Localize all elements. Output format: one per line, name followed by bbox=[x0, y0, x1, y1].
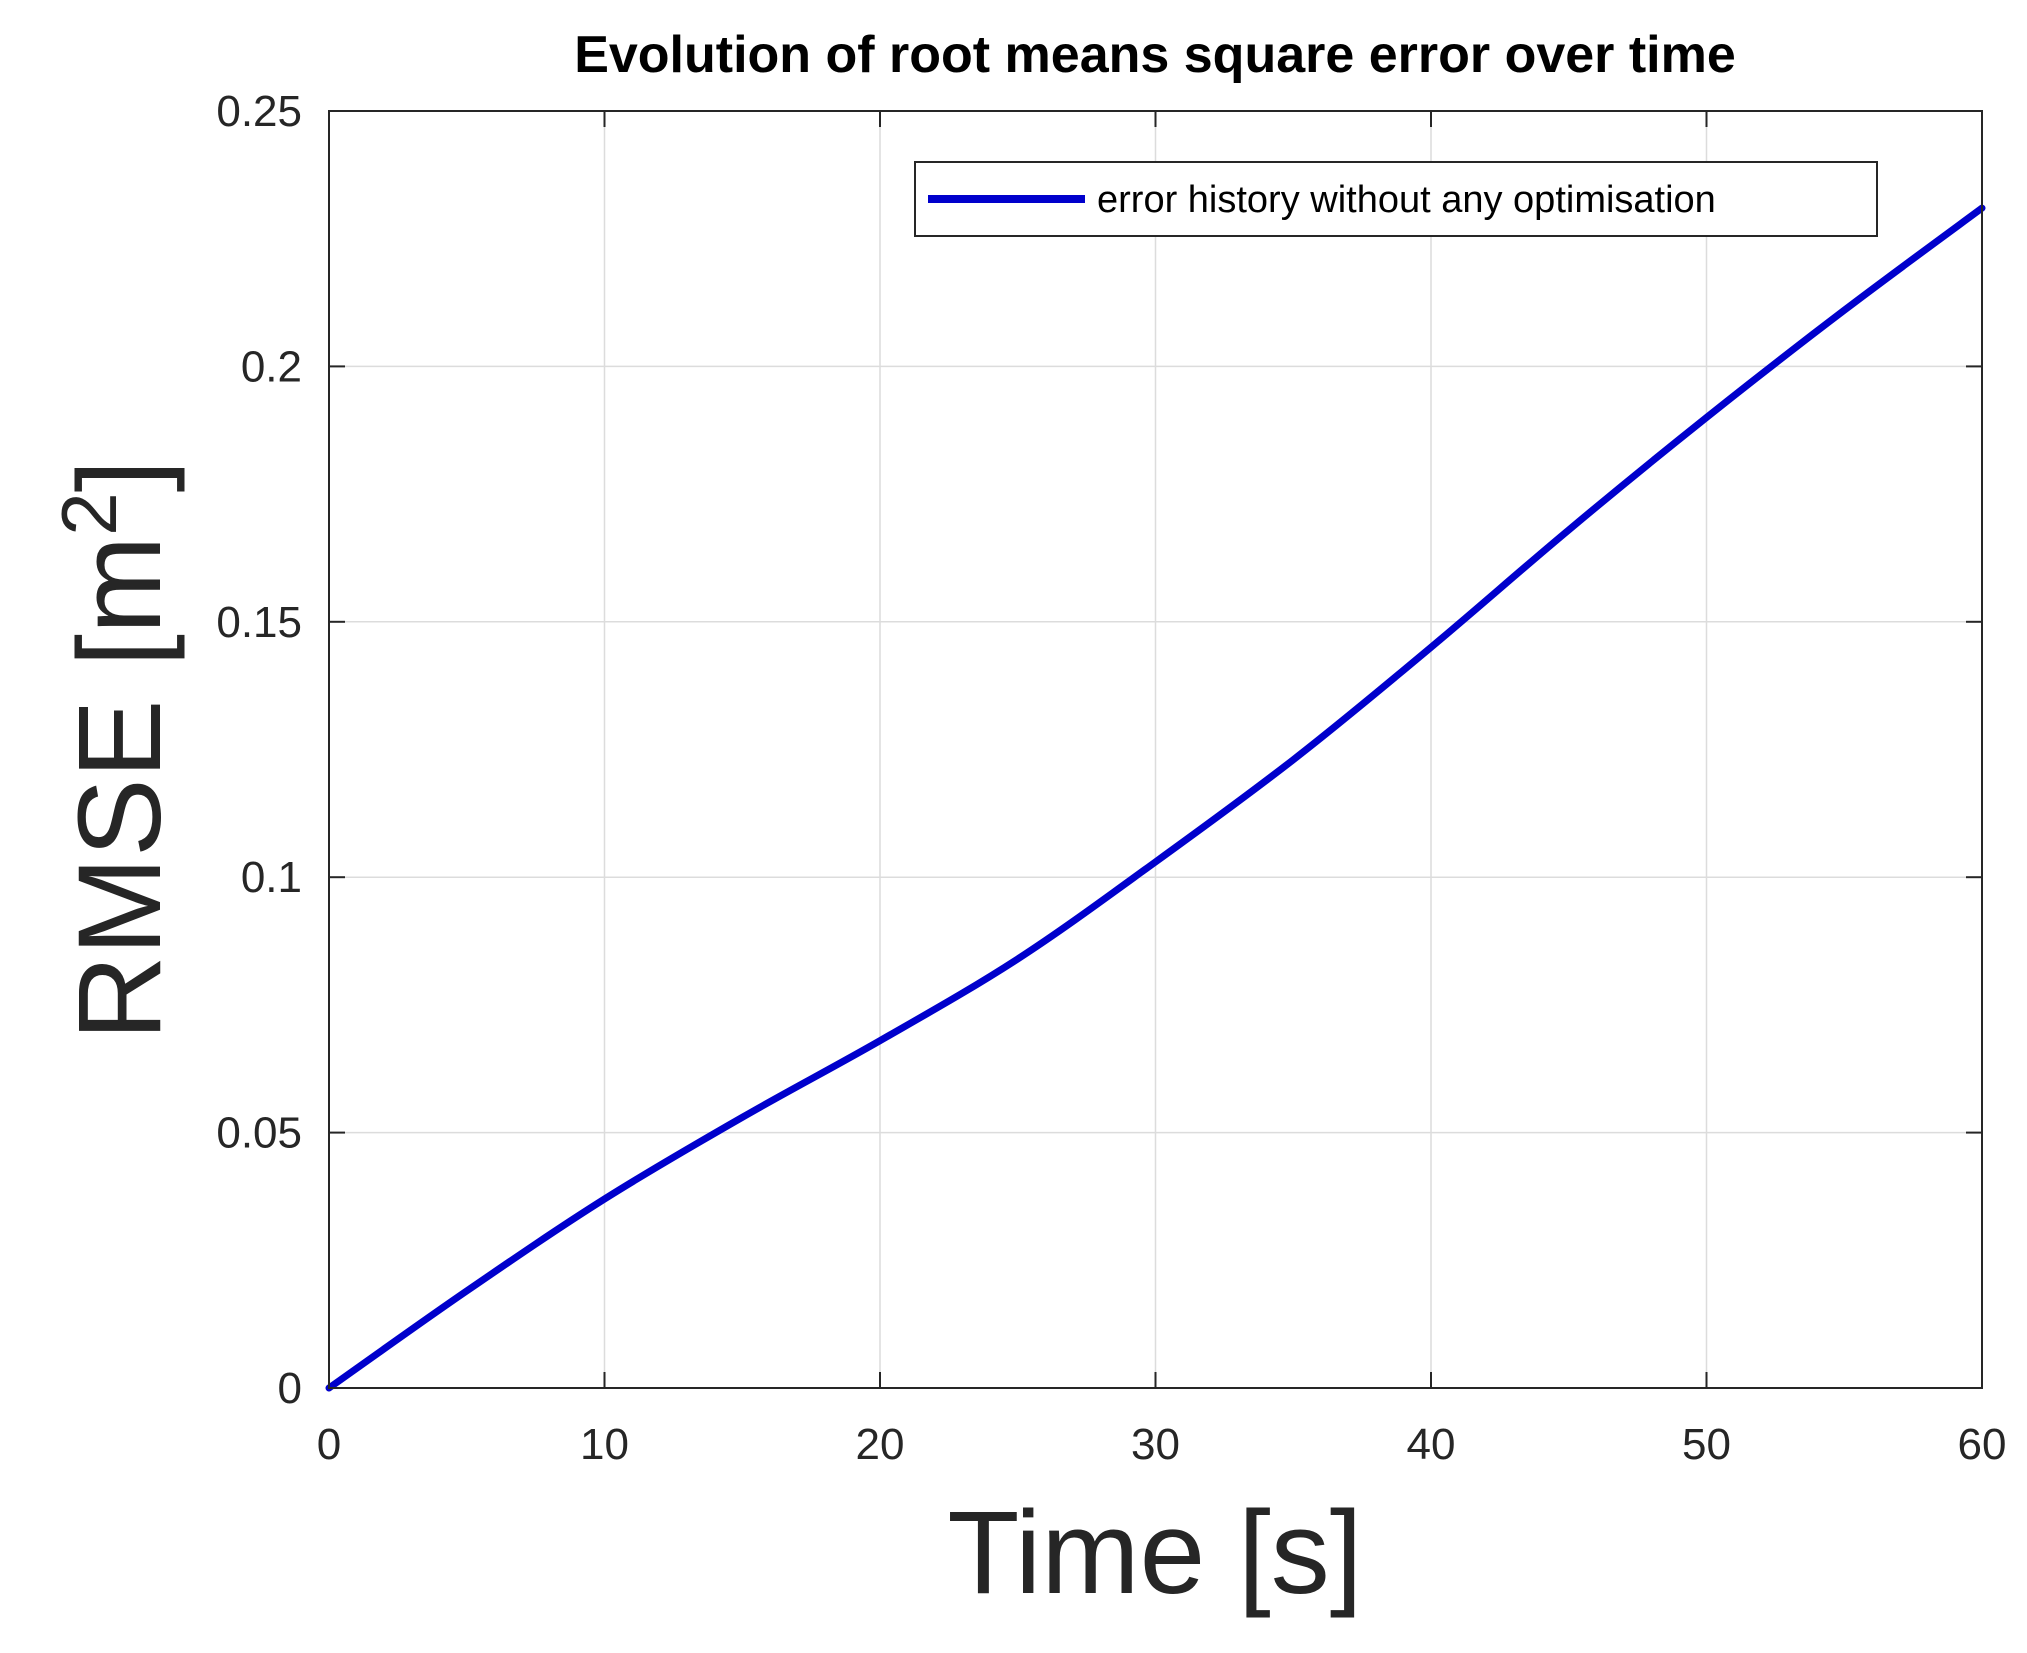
y-tick-labels: 0 0.05 0.1 0.15 0.2 0.25 bbox=[216, 87, 302, 1413]
y-tick-label: 0.15 bbox=[216, 598, 302, 647]
legend-label: error history without any optimisation bbox=[1097, 179, 1716, 221]
y-axis-label-close: ] bbox=[54, 460, 186, 493]
x-tick-labels: 0 10 20 30 40 50 60 bbox=[317, 1420, 2007, 1469]
chart-title: Evolution of root means square error ove… bbox=[574, 26, 1736, 84]
y-tick-label: 0 bbox=[278, 1364, 302, 1413]
y-tick-label: 0.25 bbox=[216, 87, 302, 136]
x-tick-label: 40 bbox=[1407, 1420, 1456, 1469]
x-axis-label: Time [s] bbox=[947, 1487, 1362, 1619]
x-tick-label: 20 bbox=[856, 1420, 905, 1469]
series-layer bbox=[325, 204, 1986, 1392]
x-tick-label: 0 bbox=[317, 1420, 341, 1469]
y-axis-label-superscript: 2 bbox=[45, 492, 133, 535]
plot-border bbox=[328, 110, 1983, 1389]
x-tick-label: 60 bbox=[1958, 1420, 2007, 1469]
y-axis-label-main: RMSE [m bbox=[54, 536, 186, 1041]
legend: error history without any optimisation bbox=[914, 161, 1878, 237]
x-tick-label: 50 bbox=[1682, 1420, 1731, 1469]
y-axis-label: RMSE [m2] bbox=[45, 460, 186, 1041]
y-tick-label: 0.2 bbox=[241, 342, 302, 391]
y-tick-label: 0.05 bbox=[216, 1109, 302, 1158]
series-line bbox=[325, 204, 1986, 1392]
x-tick-label: 10 bbox=[580, 1420, 629, 1469]
x-tick-label: 30 bbox=[1131, 1420, 1180, 1469]
y-tick-label: 0.1 bbox=[241, 853, 302, 902]
